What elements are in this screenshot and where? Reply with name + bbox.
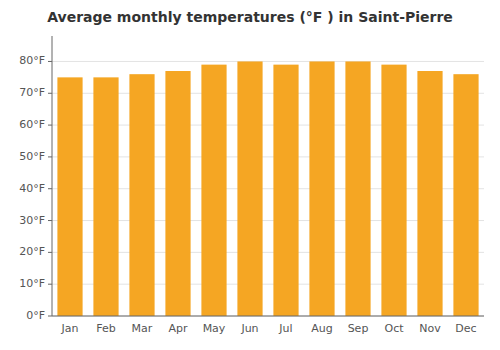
y-tick [48,61,52,62]
x-tick-label: Feb [96,322,115,335]
bar [453,74,478,316]
y-tick-label: 50°F [19,150,45,163]
bar [273,65,298,316]
bar [237,61,262,316]
y-axis-line [52,36,53,316]
x-tick-label: Mar [132,322,153,335]
bar [201,65,226,316]
bar [129,74,154,316]
y-tick-label: 80°F [19,54,45,67]
chart-svg: 0°F 10°F 20°F 30°F 40°F 50°F 60°F 70°F 80°F Jan Fe… [0,0,500,350]
y-tick-label: 40°F [19,182,45,195]
bar [57,77,82,316]
bars [57,61,478,316]
chart-container: 0°F 10°F 20°F 30°F 40°F 50°F 60°F 70°F 80°F Jan Fe… [0,0,500,350]
bar [381,65,406,316]
bar [417,71,442,316]
x-tick-label: Nov [419,322,441,335]
y-tick [48,252,52,253]
x-tick-label: Apr [168,322,188,335]
x-tick-label: Jan [61,322,79,335]
x-axis-line [52,316,484,317]
y-grid [52,61,484,316]
x-tick-label: Sep [348,322,369,335]
bar [165,71,190,316]
y-tick-label: 30°F [19,214,45,227]
y-tick-label: 0°F [26,309,45,322]
x-tick-label: May [203,322,226,335]
y-tick [48,284,52,285]
bar [345,61,370,316]
bar [309,61,334,316]
y-tick [48,188,52,189]
y-tick-label: 60°F [19,118,45,131]
x-tick-label: Aug [311,322,332,335]
x-tick-label: Oct [384,322,404,335]
y-tick-label: 70°F [19,86,45,99]
chart-title: Average monthly temperatures (°F ) in Sa… [47,9,453,25]
x-tick-label: Jul [278,322,292,335]
y-tick-label: 10°F [19,277,45,290]
y-axis: 0°F 10°F 20°F 30°F 40°F 50°F 60°F 70°F 80°F [19,36,52,322]
bar [93,77,118,316]
y-tick [48,125,52,126]
x-tick-label: Jun [240,322,258,335]
y-tick-label: 20°F [19,245,45,258]
x-tick-label: Dec [455,322,476,335]
y-tick [48,156,52,157]
page: {"chart_data": {"type": "bar", "title": … [0,0,500,350]
y-tick [48,93,52,94]
grid-line [52,61,484,62]
y-tick [48,220,52,221]
y-tick [48,316,52,317]
grid-line [52,316,484,317]
x-axis: Jan Feb Mar Apr May Jun Jul Aug Sep Oct Nov Dec [52,316,484,335]
